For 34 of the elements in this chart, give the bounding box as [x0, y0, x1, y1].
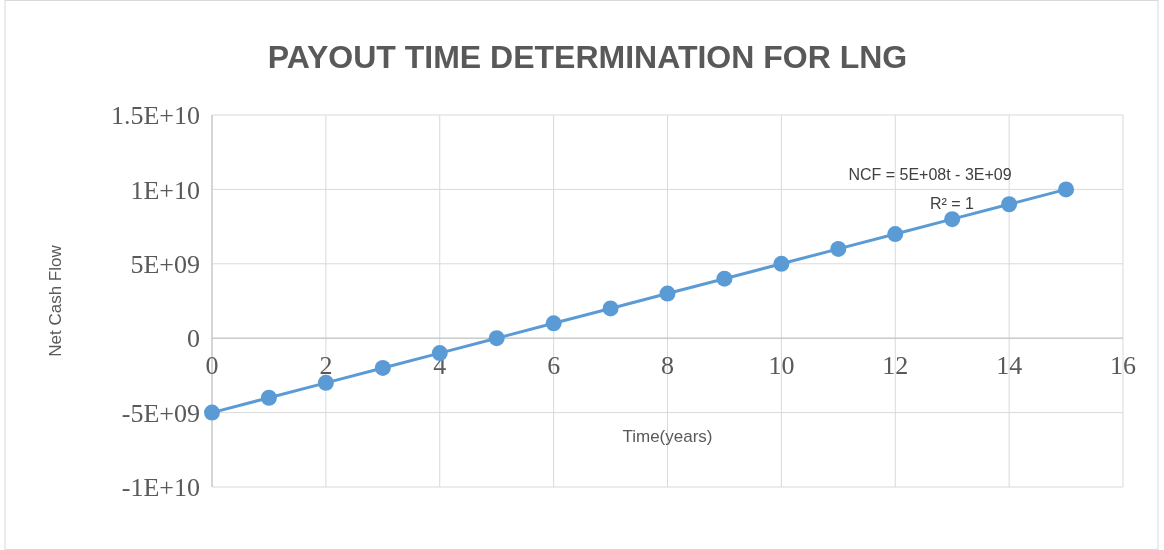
y-tick-label: 1E+10 — [130, 175, 200, 205]
y-tick-label: 0 — [187, 324, 200, 354]
point — [1058, 181, 1075, 198]
x-tick-label: 6 — [547, 351, 561, 381]
point — [545, 315, 562, 332]
annotation: NCF = 5E+08t - 3E+09 — [848, 166, 1012, 183]
point — [1001, 196, 1018, 213]
point — [602, 300, 619, 317]
x-axis-title: Time(years) — [622, 427, 713, 446]
point — [773, 255, 790, 272]
chart-title: PAYOUT TIME DETERMINATION FOR LNG — [267, 39, 908, 75]
point — [716, 270, 733, 287]
y-tick-label: -1E+10 — [121, 473, 200, 503]
x-tick-label: 8 — [661, 351, 674, 381]
y-tick-label: 1.5E+10 — [110, 101, 200, 131]
x-tick-label: 2 — [319, 351, 333, 381]
point — [260, 389, 277, 406]
x-tick-label: 10 — [768, 351, 795, 381]
point — [659, 285, 676, 302]
y-axis-title: Net Cash Flow — [46, 244, 65, 357]
point — [830, 240, 847, 257]
point — [317, 374, 334, 391]
x-tick-label: 14 — [996, 351, 1023, 381]
y-tick-label: 5E+09 — [130, 249, 200, 279]
x-tick-label: 12 — [882, 351, 909, 381]
point — [204, 404, 220, 421]
point — [887, 226, 904, 243]
y-tick-label: -5E+09 — [121, 398, 200, 428]
point — [944, 211, 961, 228]
x-tick-label: 16 — [1110, 351, 1136, 381]
annotation: R² = 1 — [929, 195, 975, 212]
point — [488, 330, 505, 347]
point — [374, 359, 391, 376]
x-tick-label: 0 — [205, 351, 219, 381]
